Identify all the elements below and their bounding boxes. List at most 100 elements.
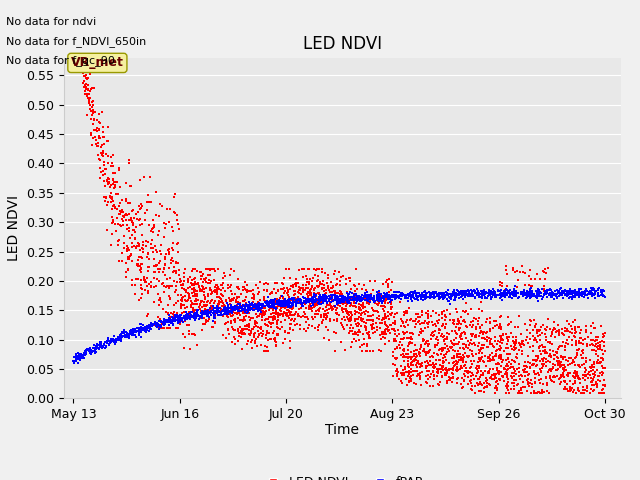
Point	[540, 348, 550, 356]
Point	[74, 54, 84, 61]
Point	[282, 306, 292, 314]
Point	[176, 311, 186, 319]
Point	[539, 269, 549, 276]
Point	[231, 303, 241, 311]
Point	[187, 299, 197, 307]
Point	[85, 345, 95, 352]
Point	[317, 295, 328, 303]
Point	[540, 349, 550, 357]
Point	[586, 378, 596, 386]
Point	[380, 313, 390, 321]
Point	[109, 337, 119, 345]
Point	[258, 331, 268, 338]
Point	[259, 281, 269, 288]
Point	[180, 286, 190, 294]
Point	[599, 376, 609, 384]
Point	[298, 294, 308, 301]
Point	[594, 285, 604, 292]
Point	[396, 323, 406, 330]
Point	[522, 333, 532, 340]
Point	[87, 98, 97, 106]
Point	[307, 277, 317, 285]
Point	[305, 291, 316, 299]
Point	[148, 244, 159, 252]
Point	[423, 308, 433, 315]
Point	[328, 296, 339, 304]
Point	[525, 317, 536, 324]
Point	[460, 361, 470, 369]
Point	[173, 248, 184, 256]
Point	[567, 341, 577, 349]
Point	[73, 54, 83, 61]
Point	[307, 295, 317, 303]
Point	[97, 151, 108, 158]
Point	[522, 293, 532, 301]
Point	[285, 320, 295, 328]
Point	[497, 292, 507, 300]
Point	[362, 288, 372, 296]
Point	[317, 294, 327, 301]
Point	[138, 324, 148, 332]
Point	[396, 292, 406, 300]
Point	[576, 291, 586, 299]
Point	[78, 352, 88, 360]
Point	[454, 288, 464, 296]
Point	[238, 306, 248, 314]
Point	[341, 297, 351, 305]
Point	[420, 341, 430, 348]
Point	[570, 377, 580, 384]
Point	[330, 303, 340, 311]
Point	[233, 304, 243, 312]
Point	[300, 300, 310, 307]
Point	[126, 326, 136, 334]
Point	[93, 346, 104, 353]
Point	[339, 296, 349, 303]
Point	[454, 290, 464, 298]
Point	[593, 290, 603, 298]
Point	[205, 265, 215, 273]
Point	[99, 141, 109, 148]
Point	[272, 320, 282, 328]
Point	[275, 306, 285, 313]
Point	[437, 362, 447, 370]
Point	[524, 379, 534, 387]
Point	[580, 289, 591, 297]
Point	[380, 300, 390, 307]
Point	[479, 335, 489, 342]
Point	[432, 350, 442, 358]
Point	[360, 322, 371, 330]
Point	[225, 284, 236, 291]
Point	[277, 302, 287, 310]
Point	[589, 288, 600, 296]
Point	[405, 353, 415, 361]
Point	[451, 323, 461, 331]
Point	[164, 324, 174, 332]
Point	[473, 318, 483, 325]
Point	[520, 281, 531, 288]
Point	[580, 371, 590, 379]
Point	[486, 335, 496, 342]
Point	[141, 328, 151, 336]
Point	[189, 314, 200, 322]
Point	[344, 294, 354, 301]
Point	[574, 339, 584, 347]
Point	[260, 316, 271, 324]
Point	[314, 293, 324, 300]
Point	[595, 343, 605, 351]
Point	[496, 355, 506, 363]
Point	[479, 288, 489, 296]
Point	[484, 367, 494, 374]
Point	[418, 336, 428, 344]
Point	[175, 313, 185, 321]
Point	[83, 347, 93, 354]
Point	[484, 353, 494, 360]
Point	[174, 315, 184, 323]
Point	[533, 288, 543, 295]
Point	[458, 358, 468, 366]
Point	[313, 273, 323, 280]
Point	[468, 352, 478, 360]
Point	[392, 354, 402, 362]
Point	[230, 318, 240, 326]
Point	[232, 309, 243, 317]
Point	[298, 288, 308, 296]
